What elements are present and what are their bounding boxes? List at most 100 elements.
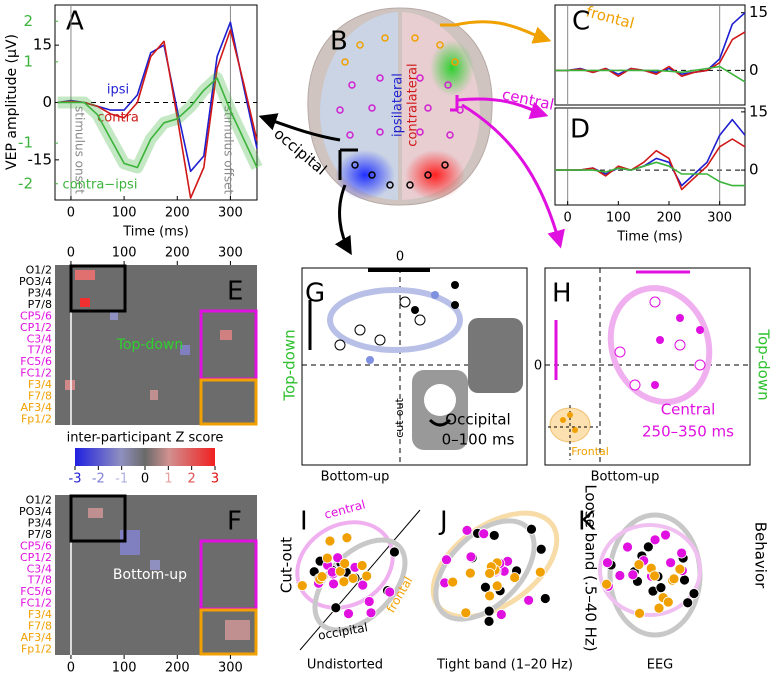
stimulus-label: cut-out <box>393 398 406 438</box>
x-tick-label: 200 <box>165 206 190 221</box>
decor-dot <box>347 572 359 584</box>
row-label: CP1/2 <box>20 321 52 334</box>
x-tick-label: 0 <box>564 211 572 226</box>
row-label: FC1/2 <box>20 597 52 610</box>
decor-dot <box>464 567 476 579</box>
decor-dot <box>460 607 472 619</box>
colorbar-tick-label: -2 <box>92 472 105 487</box>
decor-dot <box>338 576 350 588</box>
decor-dot <box>365 607 377 619</box>
hemisphere-label: contralateral <box>406 63 421 146</box>
decor-dot <box>330 602 342 614</box>
row-label: O1/2 <box>26 494 52 507</box>
row-label: PO3/4 <box>19 275 52 288</box>
decor-dot <box>343 608 354 620</box>
row-label: T7/8 <box>27 344 52 357</box>
decor-dot <box>356 560 368 571</box>
x-tick-label: 0 <box>67 661 75 676</box>
decor-dot <box>633 559 645 571</box>
x-tick-label: 0 <box>396 250 404 265</box>
decor-dot <box>655 582 667 593</box>
colorbar-tick-label: 2 <box>188 472 196 487</box>
y-tick-label: 0 <box>749 161 759 179</box>
x-tick-label: 300 <box>218 246 243 261</box>
y-axis-label: VEP amplitude (μV) <box>4 34 20 170</box>
row-label: P7/8 <box>28 298 52 311</box>
row-label: F7/8 <box>28 389 52 402</box>
group-label: occipital <box>317 620 369 643</box>
panel-label: J <box>438 507 448 537</box>
group-label: central <box>323 497 367 521</box>
y2-tick-label: -2 <box>18 174 33 192</box>
decor-dot <box>491 580 503 592</box>
panel-h <box>544 267 751 466</box>
x-tick-label: 200 <box>657 211 682 226</box>
x-axis-label: Bottom-up <box>321 470 390 485</box>
row-label: P3/4 <box>28 287 52 300</box>
row-label: Fp1/2 <box>21 412 52 425</box>
row-label: O1/2 <box>26 264 52 277</box>
x-tick-label: 0 <box>67 246 75 261</box>
decor-dot <box>363 596 375 607</box>
line <box>555 138 746 191</box>
x-tick-label: 100 <box>112 661 137 676</box>
decor-dot <box>447 576 459 588</box>
panel-label: B <box>330 27 348 57</box>
decor-dot <box>389 546 400 558</box>
decor-dot <box>461 524 473 536</box>
y-axis-label: Top-down <box>755 328 773 400</box>
decor-dot <box>627 569 639 581</box>
x-tick-label: 200 <box>165 661 190 676</box>
x-axis-label: Time (ms) <box>616 230 683 245</box>
decor-dot <box>602 557 613 569</box>
colorbar-title: inter-participant Z score <box>67 431 224 446</box>
decor-dot <box>622 541 633 553</box>
row-label: PO3/4 <box>19 505 52 518</box>
decor-dot <box>642 541 654 553</box>
row-label: CP5/6 <box>20 539 52 552</box>
y-tick-label: 15 <box>749 102 768 120</box>
x-axis-label: Bottom-up <box>591 470 660 485</box>
y2-tick-label: 1 <box>23 52 33 70</box>
row-label: CP1/2 <box>20 551 52 564</box>
hemisphere-label: ipsilateral <box>391 73 406 137</box>
decor-dot <box>484 567 496 579</box>
panel-label: A <box>66 7 84 37</box>
row-label: AF3/4 <box>20 401 52 414</box>
heatmap-f <box>55 494 258 656</box>
row-label: C3/4 <box>27 332 52 345</box>
panel-label: F <box>227 507 242 537</box>
decor-dot <box>441 554 452 566</box>
decor-dot <box>674 563 686 575</box>
series-label: contra−ipsi <box>63 178 138 193</box>
line <box>57 77 258 169</box>
decor-dot <box>480 581 491 593</box>
decor-dot <box>483 615 495 627</box>
decor-dot <box>665 557 677 569</box>
y-tick-label: 0 <box>749 61 759 79</box>
y-tick-label: 0 <box>534 359 542 374</box>
decor-dot <box>526 523 537 535</box>
panel-title: Occipital <box>445 411 510 429</box>
decor-dot <box>668 573 680 585</box>
decor-dot <box>483 605 495 617</box>
row-label: FC5/6 <box>20 355 52 368</box>
row-label: C3/4 <box>27 562 52 575</box>
colorbar-tick-label: -1 <box>115 472 128 487</box>
row-label: P3/4 <box>28 517 52 530</box>
panel-subtitle: 250–350 ms <box>642 423 734 441</box>
decor-dot <box>495 609 507 620</box>
decor-dot <box>534 566 546 578</box>
x-tick-label: 100 <box>112 206 137 221</box>
line <box>57 29 258 199</box>
line <box>555 65 746 83</box>
decor-dot <box>682 597 694 609</box>
y-axis-label: Top-down <box>281 329 299 401</box>
x-tick-label: 300 <box>707 211 732 226</box>
decor-dot <box>539 593 551 604</box>
decor-dot <box>296 580 308 592</box>
decor-dot <box>535 543 547 555</box>
x-axis-label: Time (ms) <box>122 225 189 240</box>
series-label: contra <box>97 111 139 126</box>
